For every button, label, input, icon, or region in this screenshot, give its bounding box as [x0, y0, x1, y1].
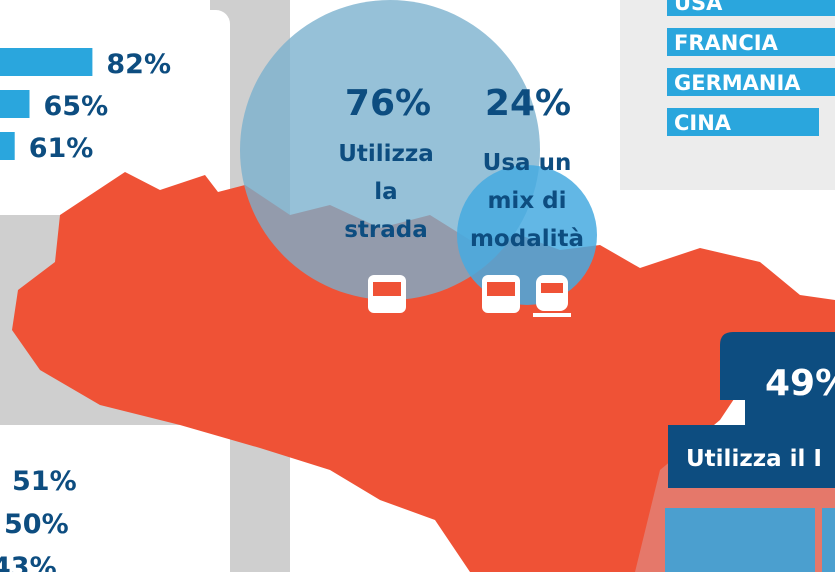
region-map — [12, 172, 835, 572]
country-bar — [667, 108, 819, 136]
card-bottom — [0, 425, 230, 572]
country-label: CINA — [674, 111, 732, 135]
bar-label: 82% — [106, 49, 171, 80]
rail-value: 49% — [765, 363, 835, 404]
country-list: USA FRANCIA GERMANIA CINA — [667, 0, 835, 136]
icon-details — [373, 282, 563, 296]
country-label: GERMANIA — [674, 71, 801, 95]
rail-cell — [822, 508, 835, 572]
country-bar — [667, 0, 835, 16]
rail-badge — [720, 332, 835, 425]
rail-cell — [665, 508, 815, 572]
bar-label: 50% — [4, 509, 69, 540]
country-bar — [667, 28, 835, 56]
rail-text: Utilizza il I — [686, 446, 822, 472]
mix-text: mix di — [487, 188, 566, 214]
texts: 82% 65% 61% 51% 50% 43% 76% Utilizza la strada 24%… — [0, 48, 835, 572]
mix-text: modalità — [470, 226, 584, 252]
road-text: Utilizza — [338, 141, 434, 167]
bar-label: 61% — [29, 133, 94, 164]
mix-circle — [457, 165, 597, 305]
train-window — [541, 283, 563, 293]
road-text: strada — [344, 217, 428, 243]
country-bar — [667, 68, 835, 96]
bar — [0, 90, 30, 118]
bar-label: 51% — [12, 466, 77, 497]
bar-label: 65% — [44, 91, 109, 122]
bus-window — [373, 282, 401, 296]
train-rail — [533, 313, 571, 317]
mix-value: 24% — [485, 83, 571, 124]
country-label: FRANCIA — [674, 31, 779, 55]
bus-window — [487, 282, 515, 296]
road-value: 76% — [345, 83, 431, 124]
road-text: la — [374, 179, 397, 205]
bar — [0, 132, 15, 160]
rail-label-box — [668, 425, 835, 488]
mix-text: Usa un — [483, 150, 572, 176]
country-label: USA — [674, 0, 723, 15]
bar — [0, 48, 93, 76]
bar-label: 43% — [0, 552, 57, 572]
